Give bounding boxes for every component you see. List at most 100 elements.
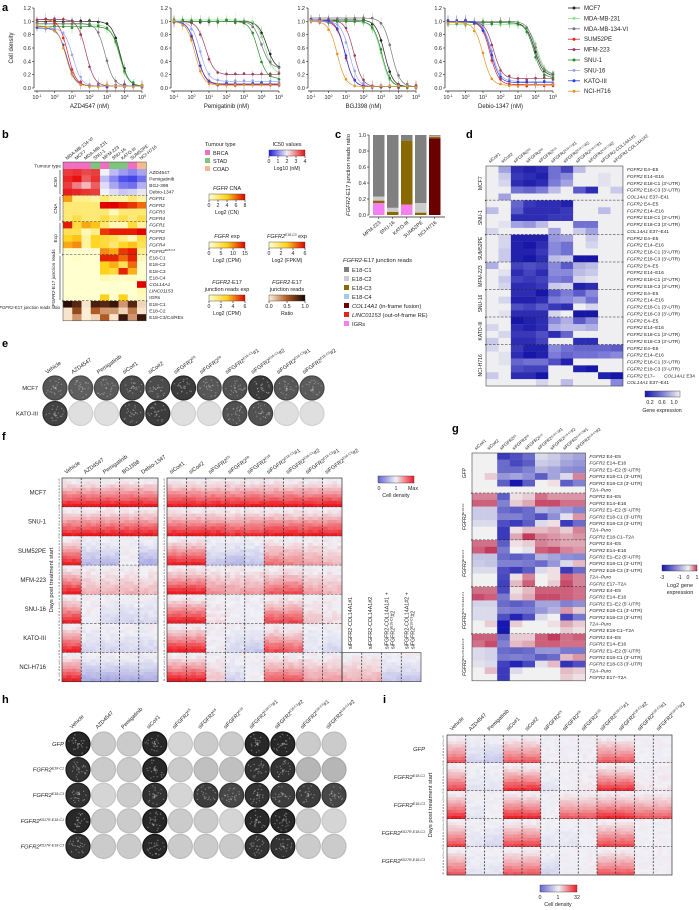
heatmap-cell xyxy=(153,526,159,530)
heatmap-cell xyxy=(81,195,91,203)
x-tick-label-base: 10 xyxy=(306,95,312,101)
heatmap-cell xyxy=(118,221,128,229)
column-label: siFGFR2E18-C1#1 xyxy=(265,447,302,475)
colony-texture xyxy=(79,386,82,388)
x-tick-label-sup: -1 xyxy=(450,94,453,98)
heatmap-cell xyxy=(134,484,139,488)
data-point-MFM-223 xyxy=(260,72,263,76)
heatmap-cell xyxy=(225,523,231,527)
heatmap-cell xyxy=(249,513,255,517)
heatmap-cell xyxy=(322,581,328,585)
row-label: Pemigatinib xyxy=(149,176,174,182)
colony-texture xyxy=(318,391,321,393)
fit-curve-MDA-MB-134-VI xyxy=(448,20,554,75)
heatmap-cell xyxy=(510,214,524,222)
heatmap-cell xyxy=(100,617,106,621)
heatmap-cell xyxy=(254,539,260,543)
day-label: 6 xyxy=(164,497,166,501)
heatmap-cell xyxy=(327,591,333,595)
heatmap-cell xyxy=(81,228,91,236)
heatmap-cell xyxy=(63,235,73,242)
heatmap-cell xyxy=(288,497,294,501)
heatmap-cell xyxy=(303,591,309,595)
heatmap-cell xyxy=(322,513,328,517)
heatmap-cell xyxy=(610,331,624,339)
row-label-italic: COL14A1 xyxy=(627,195,648,201)
row-label-tumour-type: Tumour type xyxy=(34,164,61,170)
heatmap-cell xyxy=(560,179,574,187)
colony-texture xyxy=(232,391,235,393)
heatmap-cell xyxy=(573,310,586,318)
heatmap-cell xyxy=(143,568,149,572)
x-tick-label: 10-1 xyxy=(169,94,178,101)
heatmap-cell xyxy=(523,166,536,174)
row-label-tail: AZD4547 xyxy=(149,170,170,176)
heatmap-cell xyxy=(62,532,67,537)
legend-label: KATO-III xyxy=(584,79,607,85)
heatmap-cell xyxy=(134,597,139,602)
row-label-italic: FGFR4 xyxy=(149,242,165,248)
heatmap-cell xyxy=(95,584,101,589)
heatmap-cell xyxy=(196,578,202,582)
colony-texture xyxy=(179,385,181,387)
heatmap-cell xyxy=(186,516,192,521)
heatmap-cell xyxy=(249,562,255,566)
heatmap-cell xyxy=(100,169,110,176)
heatmap-cell xyxy=(293,587,299,592)
heatmap-cell xyxy=(186,555,192,560)
colony-texture xyxy=(310,389,312,391)
heatmap-cell xyxy=(186,549,192,553)
colony-texture xyxy=(205,387,208,389)
heatmap-cell xyxy=(303,526,309,530)
heatmap-cell xyxy=(249,587,255,592)
heatmap-cell xyxy=(548,248,561,256)
x-tick-label: 102 xyxy=(222,94,230,101)
heatmap-cell xyxy=(215,549,221,553)
heatmap-cell xyxy=(298,549,304,553)
heatmap-cell xyxy=(76,604,82,608)
heatmap-cell xyxy=(196,542,202,547)
well-KATO-III xyxy=(68,400,94,427)
heatmap-cell xyxy=(124,549,130,553)
colony-texture xyxy=(241,389,243,391)
heatmap-cell xyxy=(239,587,245,592)
heatmap-cell xyxy=(210,523,216,527)
heatmap-cell xyxy=(548,166,561,174)
heatmap-cell xyxy=(288,516,294,521)
heatmap-cell xyxy=(86,549,91,553)
row-label-tail: E18-C1 (3′-UTR) xyxy=(643,250,681,256)
heatmap-cell xyxy=(523,324,536,332)
heatmap-cell xyxy=(186,532,192,537)
heatmap-cell xyxy=(259,539,265,543)
x-tick-label: 104 xyxy=(120,94,128,101)
colony-texture xyxy=(234,380,236,382)
row-label-italic: FGFR2 xyxy=(627,250,643,256)
heatmap-cell xyxy=(298,497,304,501)
heatmap-cell xyxy=(215,500,221,505)
heatmap-cell xyxy=(598,186,611,194)
heatmap-cell xyxy=(167,587,173,592)
heatmap-cell xyxy=(143,539,149,543)
heatmap-cell xyxy=(76,545,82,550)
heatmap-cell xyxy=(171,500,177,505)
colony-texture xyxy=(189,390,191,392)
heatmap-cell xyxy=(66,607,72,611)
heatmap-cell xyxy=(269,490,275,495)
heatmap-cell xyxy=(171,523,177,527)
heatmap-cell xyxy=(249,542,255,547)
heatmap-cell xyxy=(167,568,173,572)
heatmap-cell xyxy=(66,497,72,501)
colony-texture xyxy=(45,413,47,416)
colony-texture xyxy=(150,407,152,409)
heatmap-cell xyxy=(100,307,110,315)
heatmap-cell xyxy=(63,261,73,269)
heatmap-cell xyxy=(62,481,67,485)
heatmap-cell xyxy=(153,568,159,572)
heatmap-cell xyxy=(303,571,309,576)
x-tick-label: 100 xyxy=(324,94,332,101)
colony-texture xyxy=(140,383,143,386)
heatmap-cell xyxy=(585,193,599,201)
heatmap-cell xyxy=(322,549,328,553)
colony-texture xyxy=(265,391,268,394)
heatmap-cell xyxy=(585,200,599,208)
